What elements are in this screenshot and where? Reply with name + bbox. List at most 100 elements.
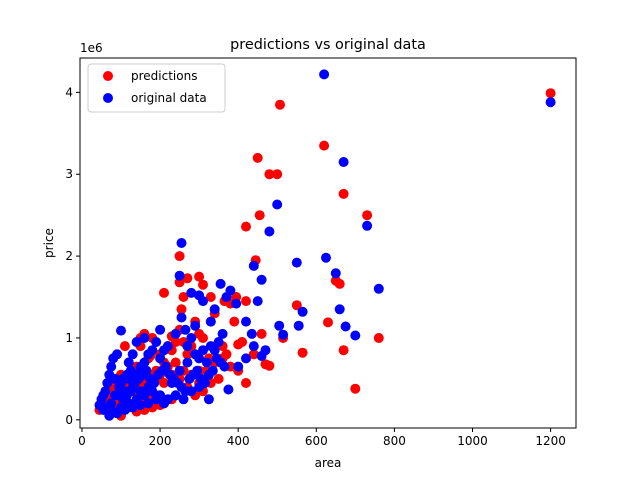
point-original-data (233, 361, 244, 372)
point-original-data (170, 390, 181, 401)
point-predictions (350, 383, 361, 394)
point-original-data (123, 373, 134, 384)
plot-frame (79, 57, 577, 429)
point-original-data (119, 405, 130, 415)
y-tick-label: 2 (65, 249, 73, 263)
point-original-data (108, 353, 119, 364)
point-original-data (174, 365, 185, 376)
point-predictions (176, 304, 187, 315)
point-predictions (182, 349, 193, 360)
point-predictions (373, 333, 384, 343)
point-predictions (248, 349, 259, 360)
point-predictions (264, 169, 275, 180)
legend: predictions original data (87, 63, 226, 113)
point-original-data (545, 97, 556, 108)
point-original-data (272, 199, 283, 210)
point-original-data (143, 398, 154, 409)
point-original-data (176, 312, 187, 323)
point-predictions (323, 317, 333, 328)
point-predictions (194, 271, 205, 282)
point-original-data (241, 353, 251, 364)
point-predictions (182, 273, 193, 284)
legend-box (87, 63, 226, 113)
point-original-data (203, 394, 214, 405)
point-original-data (221, 292, 232, 302)
x-tick-label: 400 (227, 434, 250, 448)
point-original-data (166, 378, 177, 388)
point-original-data (174, 270, 185, 281)
point-original-data (102, 378, 113, 388)
point-original-data (213, 337, 224, 347)
point-original-data (116, 325, 126, 336)
point-original-data (186, 333, 197, 343)
point-predictions (213, 373, 224, 384)
x-tick-label: 800 (383, 434, 406, 448)
point-original-data (143, 349, 154, 360)
point-original-data (170, 328, 181, 339)
series-original-data (94, 69, 556, 421)
point-original-data (155, 353, 166, 364)
chart-title: predictions vs original data (230, 37, 426, 53)
y-tick-label: 1 (65, 331, 73, 345)
x-axis-ticks: 0 200 400 600 800 1000 1200 (78, 428, 566, 448)
point-original-data (274, 320, 285, 331)
point-original-data (246, 328, 257, 339)
point-original-data (131, 369, 142, 380)
legend-marker-predictions (103, 71, 113, 81)
point-predictions (264, 360, 275, 371)
point-original-data (205, 341, 216, 352)
point-original-data (319, 69, 330, 80)
point-original-data (256, 274, 267, 285)
point-original-data (139, 357, 150, 368)
point-original-data (104, 410, 115, 421)
point-predictions (229, 316, 240, 327)
point-predictions (256, 328, 267, 339)
point-original-data (278, 329, 289, 340)
point-predictions (252, 152, 263, 163)
point-original-data (207, 365, 218, 376)
point-original-data (106, 361, 117, 372)
x-tick-label: 600 (305, 434, 328, 448)
point-original-data (180, 324, 191, 335)
point-predictions (221, 349, 232, 360)
point-predictions (174, 251, 185, 262)
point-original-data (135, 386, 146, 397)
point-original-data (139, 333, 150, 343)
point-original-data (135, 400, 146, 411)
y-axis-label: price (42, 228, 56, 258)
point-original-data (106, 398, 117, 409)
point-predictions (338, 345, 349, 356)
point-predictions (297, 347, 308, 358)
point-original-data (231, 298, 242, 309)
point-original-data (182, 357, 193, 368)
point-original-data (201, 357, 212, 368)
point-original-data (127, 402, 138, 413)
point-original-data (248, 260, 259, 271)
point-predictions (119, 341, 130, 352)
x-tick-label: 1200 (535, 434, 566, 448)
points-layer (94, 69, 556, 421)
point-original-data (186, 287, 197, 298)
point-predictions (545, 88, 556, 99)
point-original-data (293, 320, 304, 331)
point-original-data (338, 157, 349, 167)
point-original-data (321, 252, 331, 263)
point-original-data (350, 330, 361, 341)
point-original-data (125, 386, 136, 397)
legend-label-predictions: predictions (131, 69, 197, 83)
point-predictions (272, 169, 283, 180)
point-original-data (176, 238, 187, 248)
x-axis-label: area (315, 456, 342, 470)
point-predictions (237, 337, 248, 347)
point-original-data (217, 328, 228, 339)
point-original-data (190, 320, 201, 331)
point-original-data (209, 304, 220, 315)
point-predictions (275, 99, 285, 110)
point-predictions (205, 292, 216, 302)
point-original-data (219, 361, 230, 372)
point-original-data (252, 296, 263, 307)
point-original-data (190, 349, 201, 360)
point-original-data (178, 394, 189, 405)
point-original-data (256, 351, 267, 361)
point-predictions (159, 378, 169, 388)
